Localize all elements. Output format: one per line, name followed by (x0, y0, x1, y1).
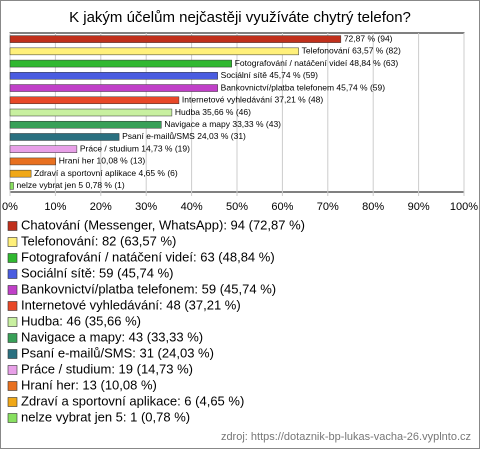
bar (9, 47, 299, 56)
data-label: Internetové vyhledávání 37,21 % (48) (182, 95, 323, 105)
legend-label: Chatování (Messenger, WhatsApp): 94 (72,… (21, 217, 305, 232)
data-label: Telefonování 63,57 % (82) (302, 46, 401, 56)
data-label: Navigace a mapy 33,33 % (43) (164, 119, 281, 129)
data-label: Zdraví a sportovní aplikace 4,65 % (6) (34, 168, 178, 178)
legend-swatch (7, 285, 18, 295)
legend-swatch (7, 317, 18, 327)
x-tick-label: 30% (135, 201, 157, 213)
legend-label: nelze vybrat jen 5: 1 (0,78 %) (21, 409, 190, 424)
bar (9, 182, 14, 190)
bar (9, 84, 218, 92)
x-tick-label: 50% (226, 201, 248, 213)
bar (9, 133, 120, 141)
legend-label: Navigace a mapy: 43 (33,33 %) (21, 329, 203, 344)
legend-swatch (7, 269, 18, 279)
legend-swatch (7, 237, 18, 247)
legend-label: Zdraví a sportovní aplikace: 6 (4,65 %) (21, 393, 244, 408)
x-tick-label: 90% (408, 201, 430, 213)
data-label: Hraní her 10,08 % (13) (59, 156, 146, 166)
legend-swatch (7, 253, 18, 263)
x-tick-label: 80% (362, 201, 384, 213)
source: zdroj: https://dotaznik-bp-lukas-vacha-2… (221, 431, 471, 443)
data-label: Psaní e-mailů/SMS 24,03 % (31) (122, 131, 246, 141)
x-tick-label: 10% (44, 201, 66, 213)
data-label: Práce / studium 14,73 % (19) (80, 143, 190, 153)
bar (9, 96, 180, 105)
legend-swatch (7, 301, 18, 311)
bar (9, 145, 78, 153)
data-label: nelze vybrat jen 5 0,78 % (1) (17, 180, 125, 190)
bar (9, 169, 32, 178)
legend-label: Bankovnictví/platba telefonem: 59 (45,74… (21, 281, 276, 296)
legend-label: Psaní e-mailů/SMS: 31 (24,03 %) (21, 345, 214, 360)
legend-label: Práce / studium: 19 (14,73 %) (21, 361, 193, 376)
bar (9, 59, 232, 68)
x-tick-label: 40% (181, 201, 203, 213)
legend-label: Hraní her: 13 (10,08 %) (21, 377, 157, 392)
legend-swatch (7, 349, 18, 359)
legend-label: Internetové vyhledávání: 48 (37,21 %) (21, 297, 241, 312)
legend-swatch (7, 381, 18, 391)
data-label: Hudba 35,66 % (46) (175, 107, 251, 117)
x-tick-label: 0% (2, 201, 18, 213)
bar (9, 108, 173, 117)
legend-swatch (7, 413, 18, 423)
legend-label: Hudba: 46 (35,66 %) (21, 313, 141, 328)
data-label: Bankovnictví/platba telefonem 45,74 % (5… (221, 82, 386, 92)
legend-label: Telefonování: 82 (63,57 %) (21, 233, 176, 248)
data-label: Sociální sítě 45,74 % (59) (221, 70, 319, 80)
bar (9, 120, 162, 129)
x-tick-label: 60% (271, 201, 293, 213)
legend-label: Sociální sítě: 59 (45,74 %) (21, 265, 173, 280)
x-tick-label: 100% (450, 201, 478, 213)
bar (9, 157, 57, 166)
legend-swatch (7, 333, 18, 343)
bar (9, 35, 342, 43)
legend-swatch (7, 365, 18, 375)
legend-label: Fotografování / natáčení videí: 63 (48,8… (21, 249, 275, 264)
bar (9, 72, 218, 80)
chart-title: K jakým účelům nejčastěji využíváte chyt… (69, 9, 411, 26)
legend-swatch (7, 397, 18, 407)
data-label: 72,87 % (94) (344, 33, 393, 43)
data-label: Fotografování / natáčení videí 48,84 % (… (235, 58, 399, 68)
x-tick-label: 70% (317, 201, 339, 213)
x-tick-label: 20% (90, 201, 112, 213)
legend-swatch (7, 221, 18, 231)
